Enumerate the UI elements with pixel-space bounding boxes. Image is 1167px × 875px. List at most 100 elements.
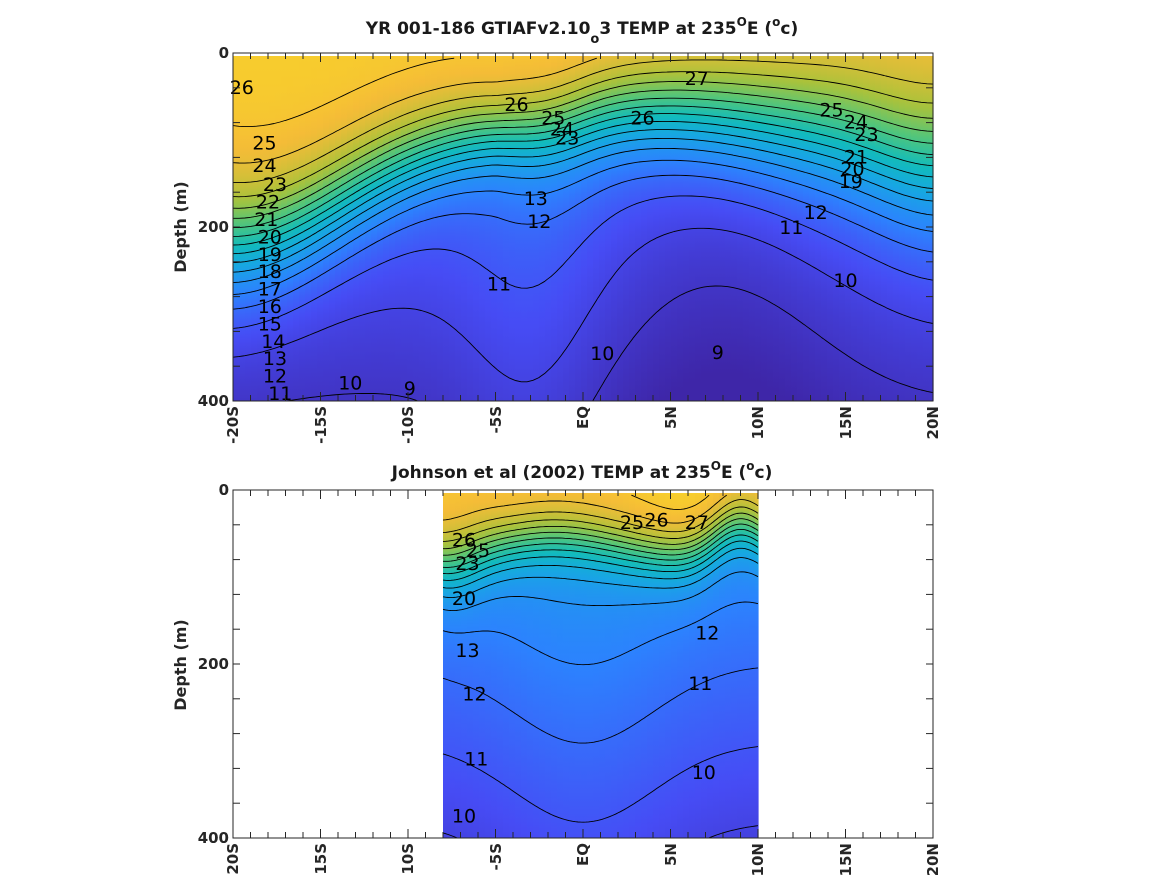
chart-title: Johnson et al (2002) TEMP at 235OE (oc) bbox=[391, 459, 773, 483]
contour-label: 17 bbox=[258, 279, 282, 301]
contour-label: 27 bbox=[685, 68, 709, 90]
contour-label: 23 bbox=[263, 174, 287, 196]
field-column bbox=[629, 56, 636, 401]
contour-line bbox=[443, 518, 759, 556]
y-tick-label: 0 bbox=[219, 44, 229, 62]
field-column bbox=[881, 56, 888, 401]
field-column bbox=[695, 493, 702, 838]
field-column bbox=[797, 56, 804, 401]
field-column bbox=[533, 56, 540, 401]
field-column bbox=[611, 493, 618, 838]
x-tick-label: 5N bbox=[662, 843, 680, 866]
field-column bbox=[263, 56, 270, 401]
field-column bbox=[839, 56, 846, 401]
y-tick-label: 400 bbox=[198, 392, 229, 410]
contour-label: 13 bbox=[524, 188, 548, 210]
field-column bbox=[929, 56, 934, 401]
contour-label: 11 bbox=[688, 673, 712, 695]
field-column bbox=[563, 493, 570, 838]
field-column bbox=[821, 56, 828, 401]
contour-line bbox=[442, 667, 759, 744]
contour-line bbox=[442, 499, 759, 534]
contour-label: 25 bbox=[252, 133, 276, 155]
x-tick-labels: -20S -15S -10S -5S EQ 5N 10N 15N 20N bbox=[224, 843, 942, 875]
field-column bbox=[779, 56, 786, 401]
field-column bbox=[731, 493, 738, 838]
field-column bbox=[767, 56, 774, 401]
field-column bbox=[803, 56, 810, 401]
contour-label: 22 bbox=[256, 192, 280, 214]
contour-label: 26 bbox=[644, 510, 668, 532]
contour-line bbox=[232, 174, 934, 310]
contour-label: 19 bbox=[258, 244, 282, 266]
field-column bbox=[569, 493, 576, 838]
contour-label: 19 bbox=[839, 171, 863, 193]
chart-panel-observations: Johnson et al (2002) TEMP at 235OE (oc) … bbox=[171, 459, 942, 875]
field-column bbox=[293, 56, 300, 401]
field-column bbox=[353, 56, 360, 401]
contour-label: 10 bbox=[590, 343, 614, 365]
contour-label: 11 bbox=[464, 749, 488, 771]
field-column bbox=[713, 56, 720, 401]
field-column bbox=[389, 56, 396, 401]
contour-label: 13 bbox=[455, 640, 479, 662]
field-column bbox=[419, 56, 426, 401]
contour-line bbox=[442, 494, 759, 524]
contour-label: 12 bbox=[804, 202, 828, 224]
y-tick-labels: 0 200 400 bbox=[198, 44, 229, 410]
chart-panel-model: YR 001-186 GTIAFv2.10o3 TEMP at 235OE (o… bbox=[171, 15, 942, 444]
field-column bbox=[551, 56, 558, 401]
contour-label: 23 bbox=[555, 127, 579, 149]
contour-line bbox=[442, 557, 759, 599]
contour-label: 9 bbox=[712, 342, 724, 364]
y-axis-label: Depth (m) bbox=[171, 181, 190, 273]
x-tick-label: 20N bbox=[924, 406, 942, 439]
field-column bbox=[425, 56, 432, 401]
field-column bbox=[827, 56, 834, 401]
contour-label: 26 bbox=[230, 77, 254, 99]
x-tick-label: EQ bbox=[574, 406, 592, 429]
field-column bbox=[749, 493, 756, 838]
axis-ticks bbox=[232, 52, 934, 402]
contour-label: 24 bbox=[844, 112, 868, 134]
contour-label: 25 bbox=[541, 107, 565, 129]
x-tick-label: EQ bbox=[574, 843, 592, 866]
field-column bbox=[497, 56, 504, 401]
x-tick-label: -20S bbox=[224, 843, 242, 875]
field-column bbox=[473, 493, 480, 838]
field-column bbox=[287, 56, 294, 401]
x-tick-label: 10N bbox=[749, 843, 767, 875]
field-column bbox=[671, 493, 678, 838]
field-column bbox=[707, 493, 714, 838]
field-column bbox=[755, 493, 759, 838]
field-column bbox=[737, 493, 744, 838]
field-column bbox=[467, 56, 474, 401]
field-column bbox=[437, 56, 444, 401]
field-column bbox=[611, 56, 618, 401]
contour-line bbox=[443, 523, 759, 562]
field-column bbox=[671, 56, 678, 401]
field-column bbox=[269, 56, 276, 401]
x-tick-label: 5N bbox=[662, 406, 680, 429]
field-column bbox=[653, 493, 660, 838]
field-column bbox=[587, 56, 594, 401]
contour-label: 15 bbox=[258, 313, 282, 335]
field-column bbox=[317, 56, 324, 401]
field-column bbox=[743, 56, 750, 401]
field-column bbox=[461, 493, 468, 838]
field-column bbox=[239, 56, 246, 401]
contour-line bbox=[442, 571, 759, 612]
contour-line bbox=[442, 506, 759, 542]
field-column bbox=[449, 493, 456, 838]
field-column bbox=[653, 56, 660, 401]
field-column bbox=[479, 493, 486, 838]
field-column bbox=[659, 56, 666, 401]
field-column bbox=[449, 56, 456, 401]
x-tick-label: 15N bbox=[837, 843, 855, 875]
field-column bbox=[773, 56, 780, 401]
contour-label: 26 bbox=[452, 530, 476, 552]
field-column bbox=[923, 56, 930, 401]
field-column bbox=[551, 493, 558, 838]
contour-label: 10 bbox=[692, 762, 716, 784]
field-column bbox=[341, 56, 348, 401]
